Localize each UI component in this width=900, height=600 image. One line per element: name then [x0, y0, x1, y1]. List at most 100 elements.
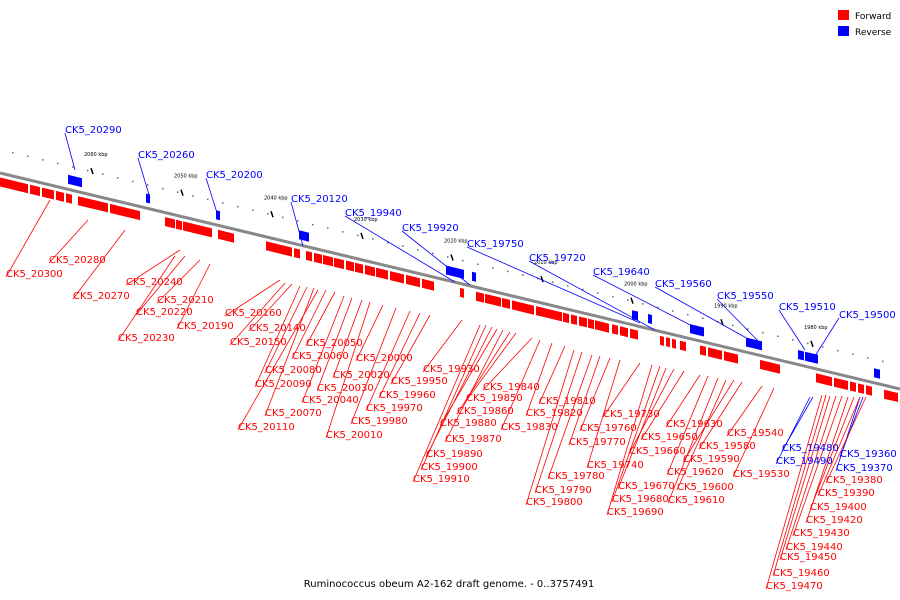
forward-gene-block — [165, 217, 175, 229]
gene-label: CK5_19820 — [526, 408, 583, 419]
gene-label: CK5_19970 — [366, 403, 423, 414]
scale-dot — [27, 155, 29, 157]
scale-dot — [567, 285, 569, 287]
label-leader — [654, 286, 751, 341]
forward-gene-block — [850, 381, 856, 392]
forward-gene-block — [620, 326, 628, 338]
scale-dot — [732, 324, 734, 327]
gene-label: CK5_19780 — [548, 471, 605, 482]
gene-label: CK5_19690 — [607, 507, 664, 518]
legend-forward-swatch — [838, 10, 849, 20]
scale-dot — [387, 241, 389, 244]
gene-label: CK5_19950 — [391, 376, 448, 387]
gene-label: CK5_20230 — [118, 333, 175, 344]
gene-label: CK5_20160 — [225, 308, 282, 319]
gene-label: CK5_19870 — [445, 434, 502, 445]
label-leader — [640, 370, 685, 441]
legend-forward-label: Forward — [855, 12, 891, 22]
label-leader — [611, 365, 661, 503]
scale-dot — [462, 259, 464, 262]
forward-gene-block — [390, 271, 404, 284]
reverse-gene-block — [690, 324, 704, 337]
label-leader — [592, 274, 701, 331]
scale-dot — [342, 231, 344, 233]
scale-dot — [297, 220, 299, 222]
gene-label: CK5_19500 — [839, 310, 896, 321]
forward-gene-block — [42, 187, 54, 200]
gene-label: CK5_19920 — [402, 223, 459, 234]
label-leader — [628, 368, 675, 455]
label-leader — [350, 307, 397, 425]
label-leader — [465, 332, 517, 402]
scale-dot — [357, 234, 359, 237]
scale-dot — [627, 299, 629, 301]
gene-label: CK5_19430 — [793, 528, 850, 539]
scale-dot — [222, 202, 224, 204]
label-leader — [835, 396, 861, 472]
gene-label: CK5_20270 — [73, 291, 130, 302]
label-leader — [378, 312, 421, 399]
label-leader — [547, 354, 593, 480]
gene-label: CK5_20140 — [249, 323, 306, 334]
scale-dot — [807, 342, 809, 345]
forward-gene-block — [502, 298, 510, 309]
scale-dot — [207, 198, 209, 201]
gene-label: CK5_19810 — [539, 396, 596, 407]
gene-label: CK5_19480 — [782, 443, 839, 454]
forward-gene-block — [306, 250, 312, 262]
scale-dot — [327, 227, 329, 229]
forward-gene-block — [78, 196, 108, 213]
forward-gene-block — [365, 265, 375, 277]
gene-label: CK5_20040 — [302, 395, 359, 406]
label-leader — [772, 394, 827, 577]
label-leader — [422, 319, 463, 373]
scale-tick — [450, 254, 454, 261]
label-leader — [205, 177, 219, 217]
gene-label: CK5_19440 — [786, 542, 843, 553]
forward-gene-block — [218, 229, 234, 243]
label-leader — [716, 298, 763, 346]
reverse-gene-block — [446, 265, 464, 279]
label-leader — [839, 396, 864, 458]
label-leader — [135, 255, 186, 316]
forward-gene-block — [176, 219, 182, 231]
label-leader — [117, 255, 176, 342]
label-leader — [482, 337, 533, 391]
scale-dot — [702, 317, 704, 319]
gene-label: CK5_19490 — [776, 456, 833, 467]
gene-label: CK5_19880 — [440, 418, 497, 429]
reverse-gene-block — [756, 339, 762, 351]
gene-label: CK5_20080 — [265, 365, 322, 376]
scale-dot — [852, 353, 854, 355]
reverse-gene-block — [874, 368, 880, 379]
label-leader — [665, 374, 701, 428]
label-leader — [5, 199, 51, 278]
backbone-line — [0, 171, 900, 391]
forward-gene-block — [612, 324, 618, 335]
gene-label: CK5_19590 — [683, 454, 740, 465]
legend-reverse-swatch — [838, 26, 849, 36]
label-leader — [176, 263, 211, 330]
label-leader — [425, 326, 493, 458]
label-leader — [390, 314, 431, 385]
gene-label: CK5_19630 — [666, 419, 723, 430]
gene-label: CK5_19420 — [806, 515, 863, 526]
label-leader — [666, 375, 709, 476]
label-leader — [500, 339, 541, 431]
label-leader — [305, 291, 336, 347]
forward-gene-block — [314, 252, 322, 264]
gene-label: CK5_19860 — [457, 406, 514, 417]
legend-reverse-label: Reverse — [855, 28, 892, 38]
label-leader — [137, 157, 151, 199]
scale-dot — [447, 256, 449, 258]
label-leader — [568, 355, 601, 446]
map-caption: Ruminococcus obeum A2-162 draft genome. … — [304, 579, 594, 590]
forward-gene-block — [460, 287, 464, 298]
label-leader — [606, 364, 653, 516]
scale-tick-label: 1990 kbp — [714, 303, 738, 309]
forward-gene-block — [700, 345, 706, 356]
scale-tick — [360, 232, 364, 240]
gene-label: CK5_19720 — [529, 253, 586, 264]
forward-gene-block — [822, 374, 832, 387]
label-leader — [779, 395, 831, 561]
